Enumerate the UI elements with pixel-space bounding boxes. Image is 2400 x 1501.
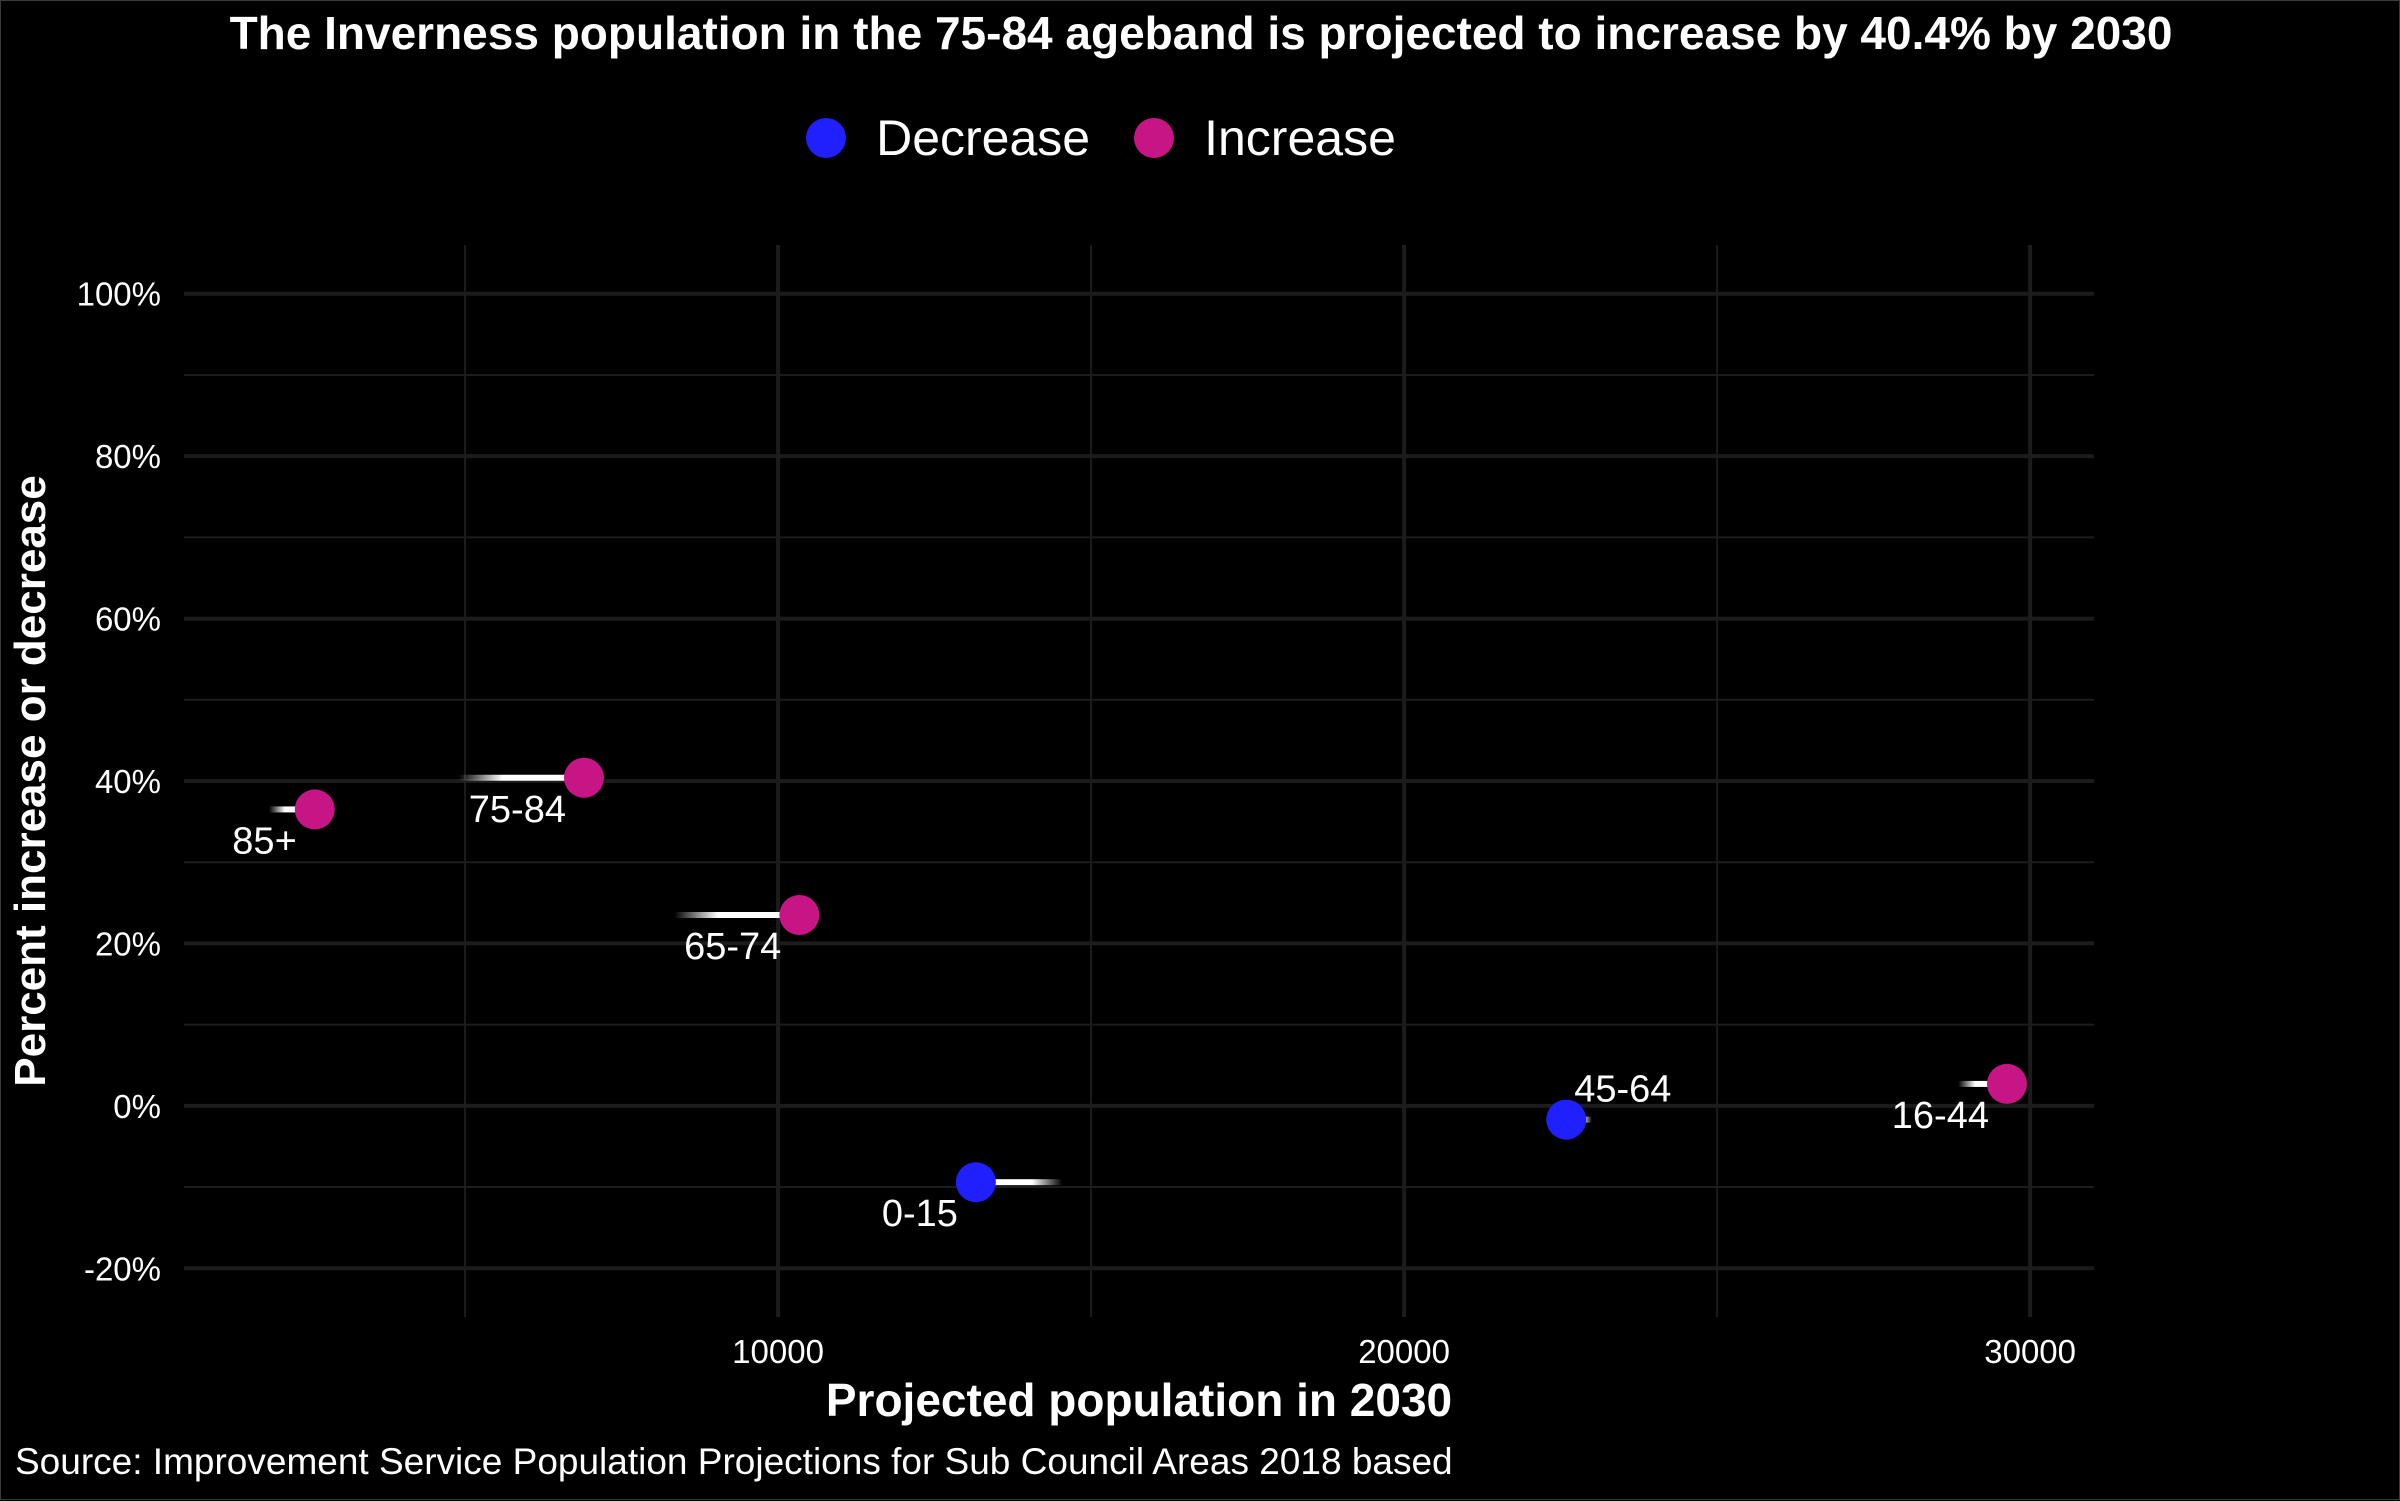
legend-label: Decrease [876,110,1091,166]
source-caption: Source: Improvement Service Population P… [15,1441,1453,1482]
legend-key-decrease [806,118,847,158]
point-label: 45-64 [1574,1069,1671,1111]
point-label: 85+ [232,820,296,862]
data-point-decrease [1546,1099,1587,1140]
data-point-increase [779,895,820,935]
point-label: 16-44 [1892,1095,1989,1137]
tails [269,774,2007,1186]
x-tick-label: 30000 [1984,1333,2076,1370]
y-tick-label: 20% [95,925,161,962]
change-tail [674,912,800,918]
y-tick-label: 100% [77,276,161,313]
change-tail [975,1179,1063,1186]
y-tick-label: 0% [113,1088,161,1125]
data-point-decrease [955,1162,996,1203]
legend-item-decrease: Decrease [806,109,1090,167]
legend-item-increase: Increase [1134,109,1396,167]
point-label: 0-15 [882,1193,958,1235]
y-tick-label: 60% [95,601,161,638]
chart-title: The Inverness population in the 75-84 ag… [229,7,2173,59]
change-tail [269,806,315,813]
legend-label: Increase [1204,110,1396,166]
data-point-increase [1986,1063,2027,1104]
data-point-increase [563,757,604,798]
points [294,757,2027,1203]
y-axis-title: Percent increase or decrease [6,475,55,1087]
x-tick-label: 20000 [1358,1333,1450,1370]
point-label: 65-74 [684,926,781,968]
legend-key-increase [1134,118,1175,158]
y-tick-label: -20% [84,1250,161,1287]
y-tick-label: 80% [95,438,161,475]
legend: Decrease Increase [1,109,2201,167]
grid [184,245,2094,1317]
data-point-increase [294,789,335,830]
change-tail [458,774,584,781]
x-axis-title: Projected population in 2030 [825,1374,1453,1426]
change-tail [1958,1080,2007,1087]
x-tick-label: 10000 [732,1333,824,1370]
axes: -20% 0% 20% 40% 60% 80% 100% 10000 20000 30000 [77,276,2076,1370]
point-label: 75-84 [469,789,566,831]
point-labels: 85+ 75-84 65-74 0-15 45-64 16-44 [232,789,1989,1235]
y-tick-label: 40% [95,763,161,800]
